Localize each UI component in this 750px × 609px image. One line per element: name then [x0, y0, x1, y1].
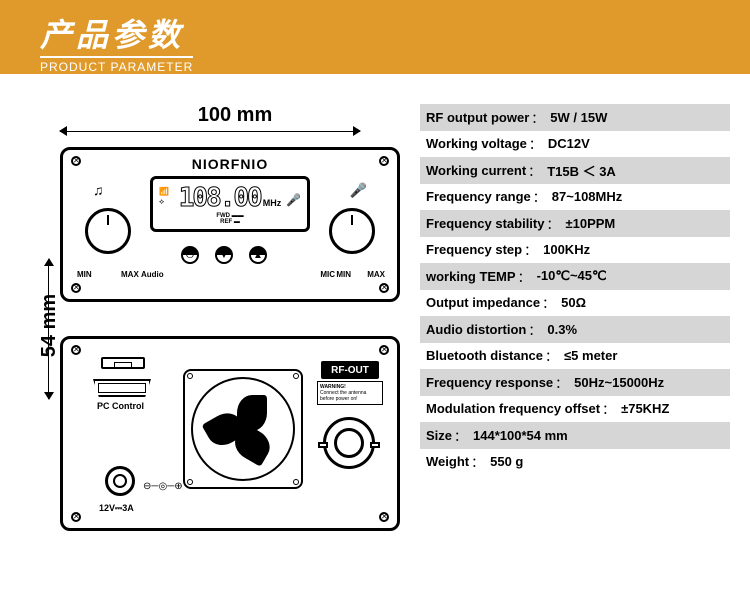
pc-control-label: PC Control — [97, 401, 144, 411]
screw-icon — [379, 156, 389, 166]
screw-icon — [71, 156, 81, 166]
spec-row: Working current：T15B ＜ 3A — [420, 157, 730, 184]
audio-knob-ticks — [75, 198, 141, 264]
height-arrow — [48, 259, 60, 399]
fan-blades-icon — [208, 394, 278, 464]
device-front-panel: NIORFNIO 📶⟡ 108.00MHz FWD ▬▬REF ▬ 🎤 ♫ 🎤 … — [60, 147, 400, 302]
spec-value: 50Ω — [561, 295, 586, 310]
spec-label: Frequency range — [426, 189, 531, 204]
spec-value: 0.3% — [547, 322, 577, 337]
spec-row: Audio distortion：0.3% — [420, 316, 730, 343]
spec-value: 144*100*54 mm — [473, 428, 568, 443]
rf-out-label: RF-OUT — [321, 361, 379, 379]
min-label: MIN — [77, 270, 92, 279]
spec-label: Weight — [426, 454, 469, 469]
spec-row: Frequency step：100KHz — [420, 237, 730, 264]
spec-label: Modulation frequency offset — [426, 401, 600, 416]
warning-label: WARNING! Connect the antenna before powe… — [317, 381, 383, 405]
mic-icon: 🎤 — [286, 193, 301, 207]
screw-icon — [71, 283, 81, 293]
spec-label: RF output power — [426, 110, 529, 125]
spec-value: ±10PPM — [566, 216, 616, 231]
down-button: ▼ — [215, 246, 233, 264]
spec-label: Working voltage — [426, 136, 527, 151]
spec-value: 50Hz~15000Hz — [574, 375, 664, 390]
mic-panel-icon: 🎤 — [350, 182, 367, 199]
screw-icon — [379, 512, 389, 522]
spec-row: RF output power：5W / 15W — [420, 104, 730, 131]
device-rear-panel: PC Control 12V⎓3A ⊖─◎─⊕ RF-OUT — [60, 336, 400, 531]
spec-value: T15B ＜ 3A — [547, 161, 616, 180]
max-label: MAX — [121, 270, 139, 279]
audio-label: Audio — [141, 270, 164, 279]
hdmi-port-icon — [93, 379, 151, 397]
bnc-connector-icon — [323, 417, 375, 469]
width-dimension: 100 mm — [60, 104, 410, 127]
spec-value: 5W / 15W — [550, 110, 607, 125]
spec-row: Output impedance：50Ω — [420, 290, 730, 317]
spec-row: Frequency range：87~108MHz — [420, 184, 730, 211]
spec-value: 87~108MHz — [552, 189, 622, 204]
spec-value: 550 g — [490, 454, 523, 469]
spec-row: Bluetooth distance：≤5 meter — [420, 343, 730, 370]
header-bar: 产品参数 PRODUCT PARAMETER — [0, 0, 750, 74]
spec-row: Frequency stability：±10PPM — [420, 210, 730, 237]
spec-table: RF output power：5W / 15WWorking voltage：… — [410, 104, 730, 531]
spec-value: DC12V — [548, 136, 590, 151]
min-label-r: MIN — [336, 270, 351, 279]
spec-label: Output impedance — [426, 295, 540, 310]
diagram-column: 100 mm 54 mm NIORFNIO 📶⟡ 108.00MHz FWD ▬… — [10, 104, 410, 531]
screw-icon — [71, 512, 81, 522]
audio-knob — [85, 208, 131, 254]
title-english: PRODUCT PARAMETER — [40, 56, 193, 74]
frequency-unit: MHz — [263, 198, 282, 208]
spec-row: Weight：550 g — [420, 449, 730, 476]
spec-label: Working current — [426, 163, 526, 178]
width-arrow — [60, 131, 360, 143]
spec-row: Size：144*100*54 mm — [420, 422, 730, 449]
fan-grille — [183, 369, 303, 489]
usb-port-icon — [101, 357, 145, 369]
mic-knob — [329, 208, 375, 254]
music-icon: ♫ — [93, 182, 104, 198]
spec-label: Bluetooth distance — [426, 348, 543, 363]
brand-label: NIORFNIO — [192, 156, 268, 172]
screw-icon — [71, 345, 81, 355]
mic-knob-ticks — [319, 198, 385, 264]
spec-row: Working voltage：DC12V — [420, 131, 730, 158]
spec-value: 100KHz — [543, 242, 590, 257]
spec-value: ±75KHZ — [621, 401, 669, 416]
screw-icon — [379, 283, 389, 293]
dc-rating-label: 12V⎓3A — [99, 503, 134, 514]
spec-label: working TEMP — [426, 269, 516, 284]
spec-value: -10℃~45℃ — [537, 268, 607, 284]
dc-jack-icon — [105, 466, 135, 496]
spec-value: ≤5 meter — [564, 348, 617, 363]
frequency-value: 108.00 — [179, 183, 261, 213]
spec-label: Frequency step — [426, 242, 522, 257]
spec-row: Modulation frequency offset：±75KHZ — [420, 396, 730, 423]
spec-label: Frequency response — [426, 375, 553, 390]
lcd-display: 📶⟡ 108.00MHz FWD ▬▬REF ▬ 🎤 — [150, 176, 310, 232]
screw-icon — [379, 345, 389, 355]
spec-row: Frequency response：50Hz~15000Hz — [420, 369, 730, 396]
max-label-r: MAX — [367, 270, 385, 279]
spec-label: Size — [426, 428, 452, 443]
up-button: ▲ — [249, 246, 267, 264]
dc-polarity-icon: ⊖─◎─⊕ — [143, 481, 183, 492]
power-button: ⏻ — [181, 246, 199, 264]
mic-label: MIC — [320, 270, 335, 279]
spec-label: Audio distortion — [426, 322, 526, 337]
lcd-status-icons: 📶⟡ — [159, 187, 169, 207]
title-chinese: 产品参数 — [40, 10, 193, 56]
ref-label: REF — [220, 219, 232, 225]
spec-row: working TEMP：-10℃~45℃ — [420, 263, 730, 290]
spec-label: Frequency stability — [426, 216, 544, 231]
